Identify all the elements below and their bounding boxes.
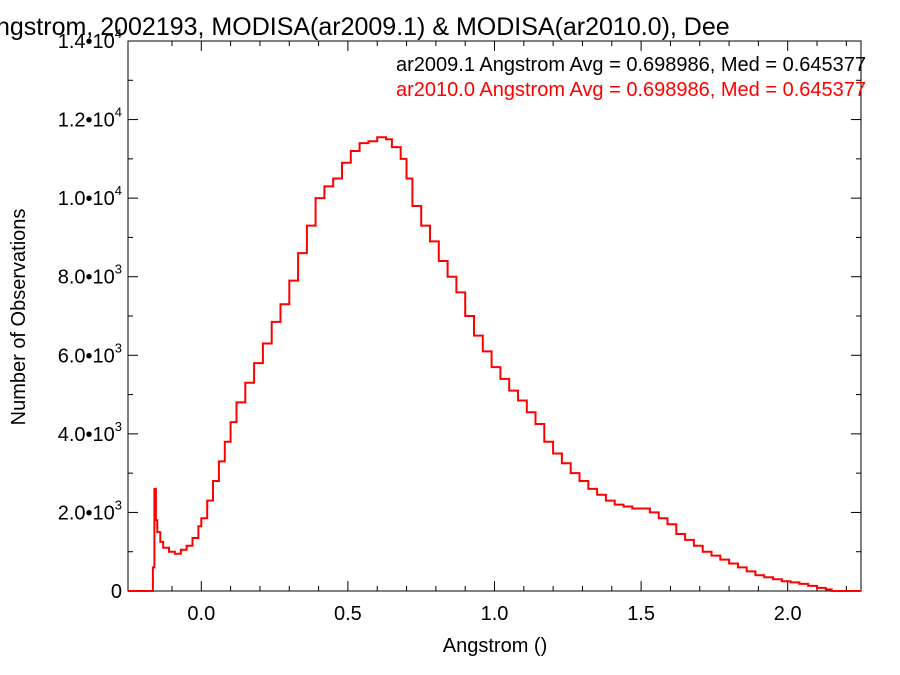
y-tick-label: 2.0•103: [58, 497, 122, 524]
x-tick-label: 1.5: [627, 603, 655, 625]
y-tick-label: 0: [111, 581, 122, 603]
stats-annotation-ar2010: ar2010.0 Angstrom Avg = 0.698986, Med = …: [396, 79, 866, 101]
histogram-series-line: [128, 136, 861, 592]
y-tick-label: 4.0•103: [58, 419, 122, 446]
y-axis-ticks: 0 2.0•103 4.0•103 6.0•103 8.0•103 1.0•104 1.2•…: [58, 26, 861, 603]
x-tick-label: 0.0: [187, 603, 215, 625]
y-tick-label: 8.0•103: [58, 262, 122, 289]
x-tick-label: 1.0: [481, 603, 509, 625]
x-axis-label: Angstrom (): [443, 635, 547, 657]
stats-annotation-ar2009: ar2009.1 Angstrom Avg = 0.698986, Med = …: [396, 54, 866, 76]
plot-frame: [127, 40, 862, 592]
y-tick-label: 1.0•104: [58, 183, 122, 210]
y-tick-label: 1.2•104: [58, 105, 122, 132]
y-axis-label: Number of Observations: [8, 209, 30, 426]
x-tick-label: 2.0: [774, 603, 802, 625]
axes: [127, 40, 862, 592]
y-tick-label: 1.4•104: [58, 26, 122, 53]
x-axis-ticks: 0.0 0.5 1.0 1.5 2.0: [171, 41, 847, 625]
x-tick-label: 0.5: [334, 603, 362, 625]
chart-title: ngstrom, 2002193, MODISA(ar2009.1) & MOD…: [0, 13, 730, 41]
y-tick-label: 6.0•103: [58, 340, 122, 367]
